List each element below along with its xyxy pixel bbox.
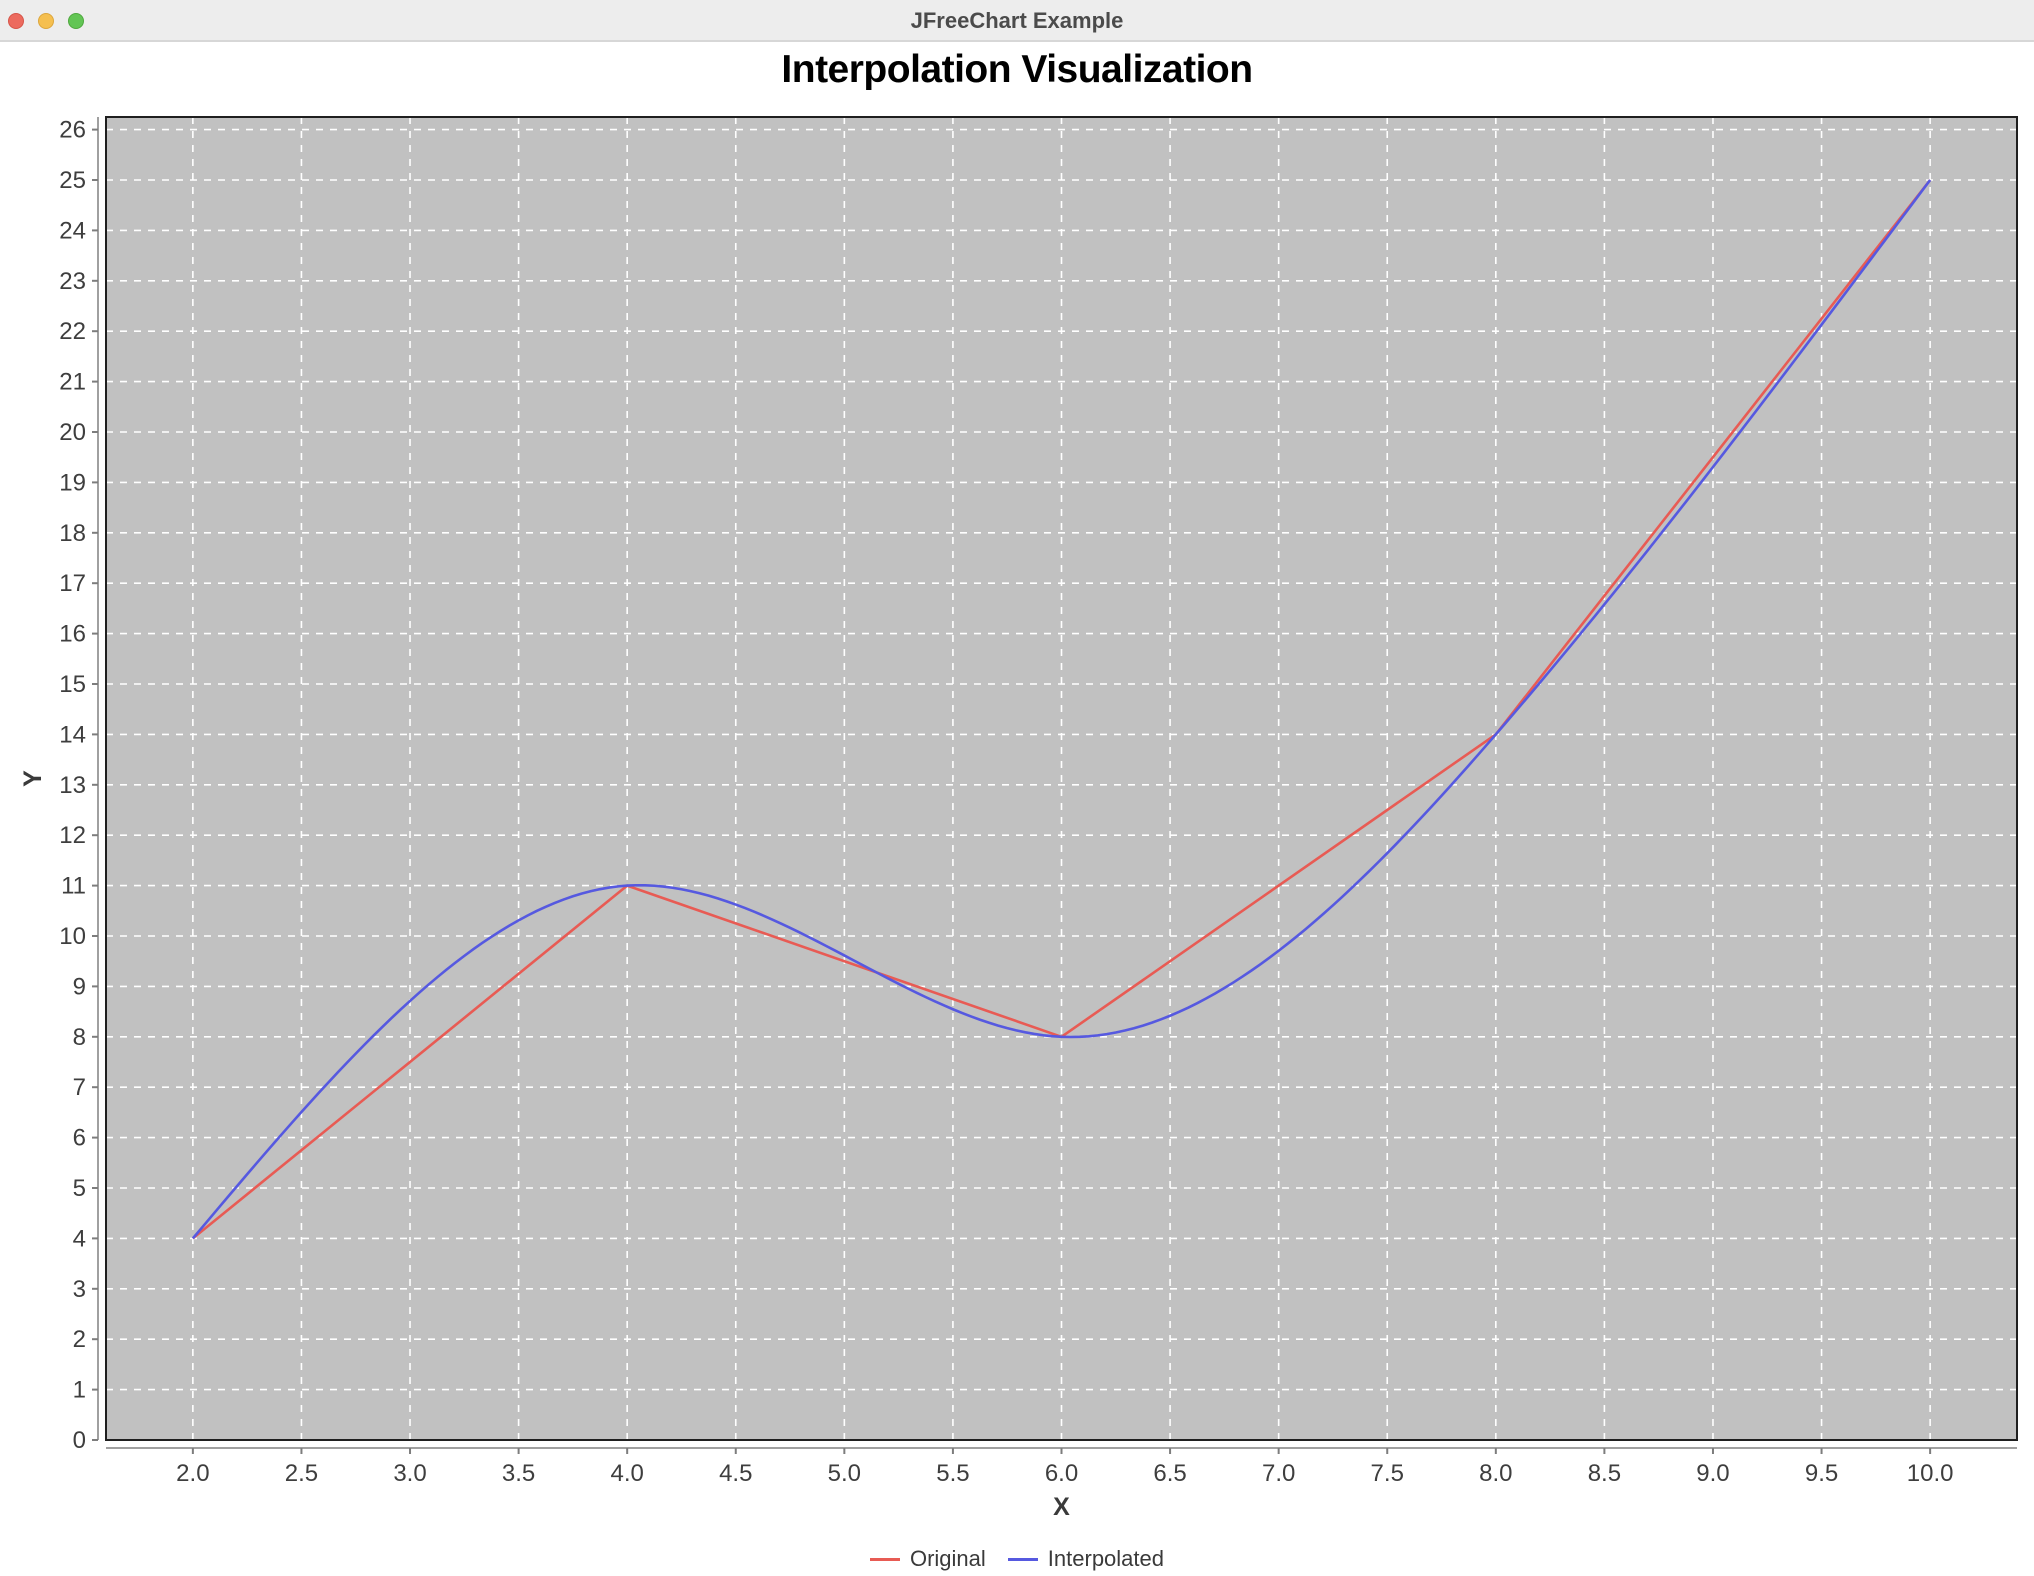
y-tick-label: 0 <box>73 1427 86 1454</box>
y-tick-label: 23 <box>59 268 86 295</box>
legend-item-interpolated: Interpolated <box>1007 1546 1164 1572</box>
plot-outline <box>105 116 2018 1441</box>
minimize-button[interactable] <box>38 13 54 29</box>
legend-item-original: Original <box>869 1546 986 1572</box>
x-tick-label: 5.0 <box>828 1460 861 1487</box>
x-tick-label: 2.5 <box>285 1460 318 1487</box>
x-tick-label: 9.5 <box>1805 1460 1838 1487</box>
y-tick-label: 25 <box>59 167 86 194</box>
window-title: JFreeChart Example <box>910 8 1124 33</box>
x-tick-label: 8.0 <box>1479 1460 1512 1487</box>
x-tick-label: 4.0 <box>610 1460 643 1487</box>
y-tick-label: 5 <box>73 1175 86 1202</box>
x-tick-label: 8.5 <box>1588 1460 1621 1487</box>
y-tick-label: 8 <box>73 1024 86 1051</box>
x-tick-label: 6.0 <box>1045 1460 1078 1487</box>
original-series-swatch <box>869 1557 900 1561</box>
x-tick-label: 6.5 <box>1153 1460 1186 1487</box>
interpolated-series-swatch <box>1007 1557 1038 1561</box>
y-tick-label: 13 <box>59 772 86 799</box>
y-tick-label: 4 <box>73 1225 86 1252</box>
y-tick-label: 10 <box>59 923 86 950</box>
y-tick-label: 11 <box>61 873 86 900</box>
y-tick-label: 2 <box>73 1326 86 1353</box>
legend: Original Interpolated <box>0 1542 2034 1576</box>
y-tick-label: 17 <box>59 570 86 597</box>
y-tick-label: 18 <box>59 520 86 547</box>
y-tick-label: 1 <box>73 1377 86 1404</box>
chart-plot-area[interactable]: 2.0 2.5 3.0 3.5 4.0 4.5 5.0 5.5 6.0 6.5 7.0 7.5 8.0 8… <box>0 0 2034 1540</box>
x-tick-label: 7.0 <box>1262 1460 1295 1487</box>
x-tick-label: 3.0 <box>393 1460 426 1487</box>
y-tick-label: 22 <box>59 318 86 345</box>
x-tick-label: 5.5 <box>936 1460 969 1487</box>
y-tick-label: 9 <box>73 973 86 1000</box>
x-tick-label: 2.0 <box>176 1460 209 1487</box>
y-tick-label: 21 <box>59 369 86 396</box>
y-axis-label: Y <box>19 770 47 787</box>
window-titlebar: JFreeChart Example <box>0 0 2034 42</box>
window-controls <box>8 13 84 29</box>
y-tick-label: 20 <box>59 419 86 446</box>
series-line-interpolated <box>191 179 1932 1240</box>
y-tick-label: 3 <box>73 1276 86 1303</box>
x-tick-label: 10.0 <box>1907 1460 1954 1487</box>
y-tick-label: 7 <box>73 1074 86 1101</box>
y-tick-label: 19 <box>59 469 86 496</box>
y-tick-label: 26 <box>59 117 86 144</box>
x-tick-label: 7.5 <box>1371 1460 1404 1487</box>
y-tick-label: 16 <box>59 621 86 648</box>
x-tick-label: 4.5 <box>719 1460 752 1487</box>
y-tick-label: 6 <box>73 1125 86 1152</box>
x-axis-label: X <box>1053 1493 1070 1521</box>
chart-title: Interpolation Visualization <box>781 48 1253 91</box>
y-tick-label: 24 <box>59 217 86 244</box>
legend-label-interpolated: Interpolated <box>1047 1546 1164 1571</box>
close-button[interactable] <box>8 13 24 29</box>
zoom-button[interactable] <box>68 13 84 29</box>
legend-label-original: Original <box>909 1546 986 1571</box>
y-tick-label: 15 <box>59 671 86 698</box>
y-tick-label: 14 <box>59 721 86 748</box>
y-tick-label: 12 <box>59 822 86 849</box>
x-tick-label: 3.5 <box>502 1460 535 1487</box>
x-tick-label: 9.0 <box>1696 1460 1729 1487</box>
